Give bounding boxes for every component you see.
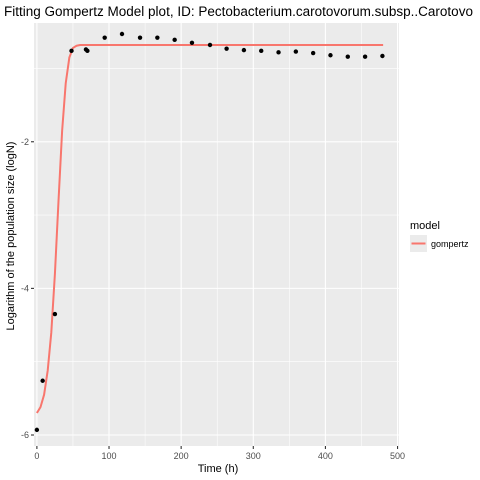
x-tick-label: 200 bbox=[174, 451, 189, 461]
data-point bbox=[259, 48, 264, 54]
data-point bbox=[224, 46, 229, 51]
x-axis-label: Time (h) bbox=[198, 463, 239, 475]
data-points bbox=[34, 31, 385, 433]
y-tick-label: -4 bbox=[21, 283, 29, 293]
x-tick-label: 100 bbox=[102, 451, 117, 461]
data-point bbox=[52, 311, 58, 317]
data-point bbox=[380, 53, 385, 59]
legend-entry-gompertz: gompertz bbox=[431, 239, 469, 249]
data-point bbox=[34, 427, 40, 433]
series-layer bbox=[36, 43, 384, 414]
y-tick-label: -6 bbox=[21, 430, 29, 440]
data-point bbox=[69, 48, 74, 54]
data-point bbox=[276, 50, 281, 55]
data-point bbox=[241, 47, 247, 53]
x-tick-label: 400 bbox=[318, 451, 333, 461]
data-point bbox=[137, 35, 143, 40]
data-point bbox=[293, 49, 299, 54]
data-point bbox=[119, 31, 125, 37]
x-tick-label: 500 bbox=[390, 451, 405, 461]
y-axis-label: Logarithm of the population size (logN) bbox=[5, 142, 17, 331]
chart-title: Fitting Gompertz Model plot, ID: Pectoba… bbox=[4, 4, 473, 19]
data-point bbox=[362, 54, 368, 59]
data-point bbox=[207, 42, 213, 48]
series-line-gompertz bbox=[36, 43, 384, 414]
legend: model gompertz bbox=[410, 220, 469, 252]
data-point bbox=[85, 48, 90, 54]
minor-gridlines bbox=[34, 23, 399, 446]
x-tick-label: 300 bbox=[246, 451, 261, 461]
data-point bbox=[40, 378, 45, 383]
data-point bbox=[155, 35, 160, 40]
x-tick-label: 0 bbox=[34, 451, 39, 461]
major-gridlines bbox=[34, 23, 399, 446]
data-point bbox=[310, 50, 316, 56]
data-point bbox=[172, 37, 177, 43]
data-point bbox=[328, 53, 333, 58]
y-tick-label: -2 bbox=[21, 137, 29, 147]
data-point bbox=[345, 54, 350, 59]
data-point bbox=[189, 40, 195, 45]
x-axis: 0 100 200 300 400 500 bbox=[34, 446, 405, 461]
plot-panel bbox=[34, 23, 399, 446]
data-point bbox=[102, 35, 107, 40]
legend-title: model bbox=[410, 220, 440, 232]
y-axis: -6 -4 -2 bbox=[21, 137, 34, 440]
